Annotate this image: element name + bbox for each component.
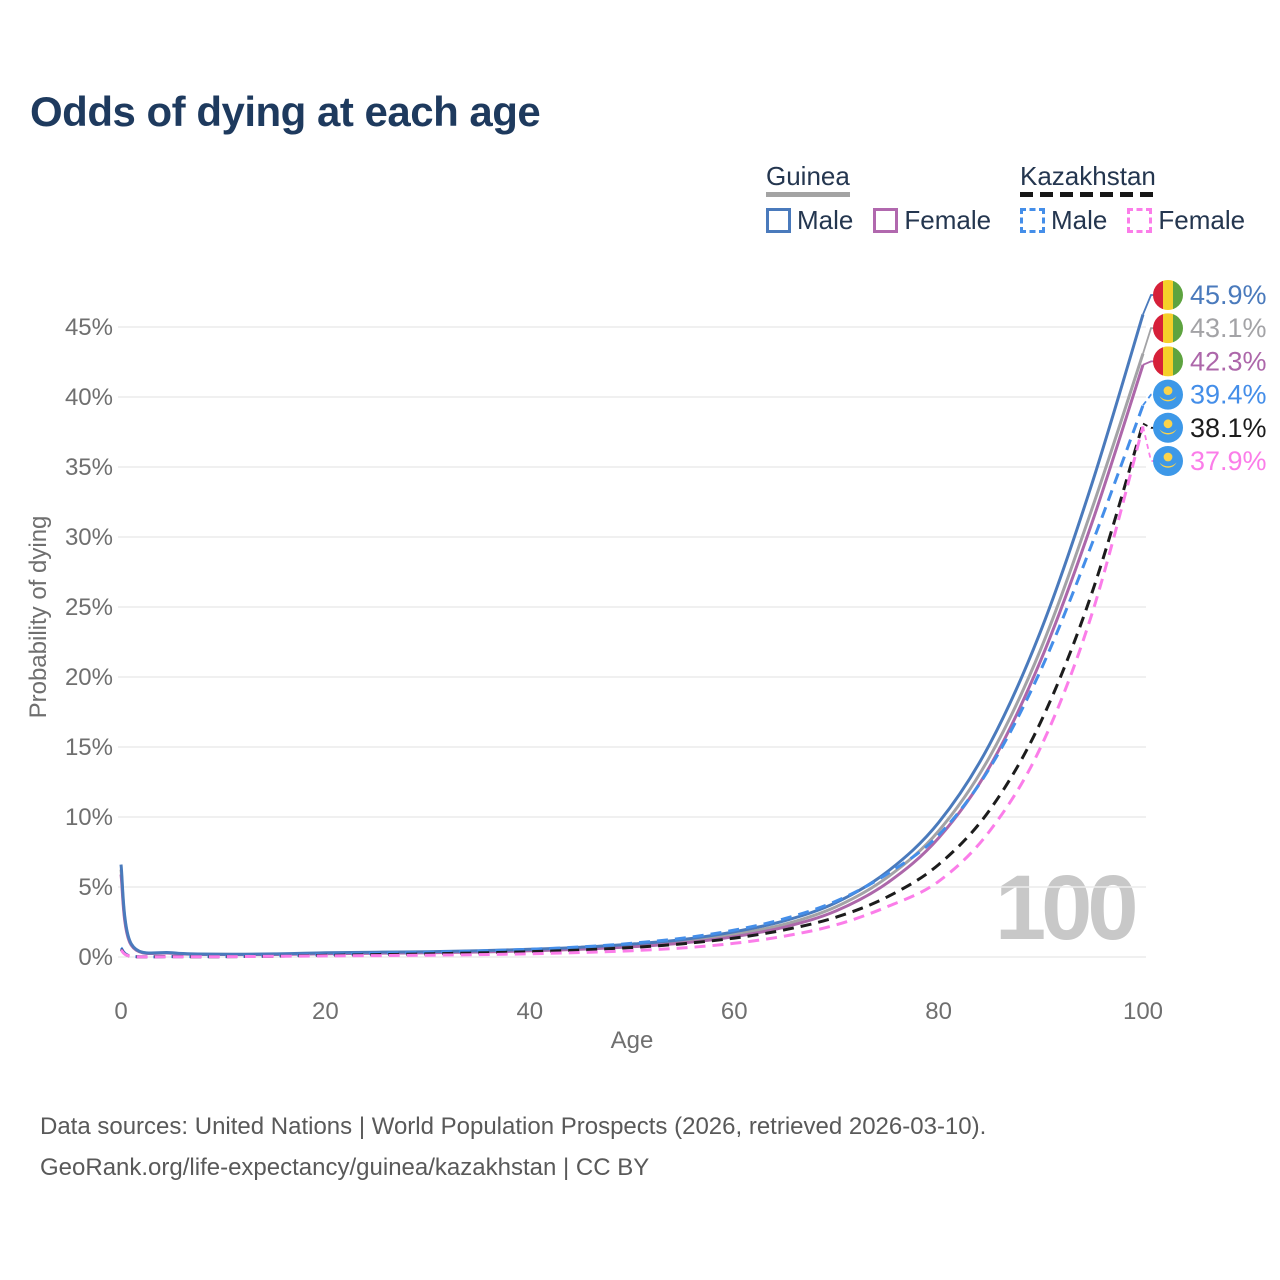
legend-item-kazakhstan-female[interactable]: Female bbox=[1127, 205, 1245, 236]
legend-item-guinea-male[interactable]: Male bbox=[766, 205, 853, 236]
legend-group-title: Guinea bbox=[766, 161, 850, 191]
series-line-guinea-both-sexes bbox=[119, 353, 1145, 956]
flag-guinea-icon bbox=[1153, 313, 1183, 344]
series-line-guinea-male bbox=[119, 313, 1145, 956]
endpoint-value-label: 45.9% bbox=[1190, 280, 1267, 310]
legend-swatch-icon bbox=[1020, 208, 1045, 233]
flag-guinea-icon bbox=[1153, 280, 1183, 310]
footer-attribution-link: GeoRank.org/life-expectancy/guinea/kazak… bbox=[40, 1154, 650, 1181]
x-tick-label: 60 bbox=[721, 998, 748, 1025]
footer-data-sources: Data sources: United Nations | World Pop… bbox=[40, 1113, 987, 1140]
flag-guinea-icon bbox=[1153, 346, 1183, 377]
footer: Data sources: United Nations | World Pop… bbox=[40, 1106, 986, 1188]
legend-group-guinea-head: Guinea bbox=[766, 162, 850, 197]
legend-swatch-icon bbox=[1127, 208, 1153, 233]
legend-item-guinea-female[interactable]: Female bbox=[873, 205, 991, 236]
x-tick-label: 40 bbox=[516, 998, 543, 1025]
y-tick-label: 30% bbox=[65, 524, 113, 551]
y-tick-label: 15% bbox=[65, 734, 113, 761]
endpoint-value-label: 38.1% bbox=[1190, 413, 1267, 443]
x-tick-label: 0 bbox=[114, 998, 127, 1025]
legend-item-label: Female bbox=[904, 205, 992, 235]
page-title: Odds of dying at each age bbox=[30, 88, 541, 135]
endpoint-value-label: 37.9% bbox=[1190, 446, 1267, 476]
series-line-kazakhstan-male bbox=[119, 404, 1145, 959]
y-tick-label: 45% bbox=[65, 314, 113, 341]
x-tick-label: 100 bbox=[1123, 998, 1163, 1025]
flag-kazakhstan-icon bbox=[1153, 379, 1183, 410]
legend-group-guinea: Guinea Male Female bbox=[766, 162, 991, 236]
y-tick-label: 25% bbox=[65, 594, 113, 621]
endpoint-value-label: 43.1% bbox=[1190, 313, 1267, 343]
y-tick-label: 10% bbox=[65, 804, 113, 831]
legend-item-label: Male bbox=[1051, 205, 1108, 235]
flag-kazakhstan-icon bbox=[1153, 412, 1183, 443]
legend-swatch-icon bbox=[873, 208, 899, 233]
y-tick-label: 0% bbox=[78, 944, 113, 971]
legend-items-guinea: Male Female bbox=[766, 205, 991, 236]
legend-item-label: Female bbox=[1158, 205, 1246, 235]
x-tick-label: 80 bbox=[925, 998, 952, 1025]
series-line-kazakhstan-both-sexes bbox=[119, 423, 1145, 959]
y-tick-label: 20% bbox=[65, 664, 113, 691]
y-tick-label: 40% bbox=[65, 384, 113, 411]
y-tick-label: 5% bbox=[78, 874, 113, 901]
legend-items-kazakhstan: Male Female bbox=[1020, 205, 1245, 236]
series-line-guinea-female bbox=[119, 364, 1145, 957]
flag-kazakhstan-icon bbox=[1153, 446, 1183, 476]
x-axis-title: Age bbox=[611, 1027, 654, 1054]
y-axis-title: Probability of dying bbox=[25, 516, 52, 719]
series-line-kazakhstan-female bbox=[120, 426, 1145, 959]
endpoint-value-label: 39.4% bbox=[1190, 380, 1267, 410]
legend: Guinea Male Female Kazakhstan bbox=[0, 162, 1280, 242]
y-tick-label: 35% bbox=[65, 454, 113, 481]
x-tick-label: 20 bbox=[312, 998, 339, 1025]
legend-underline-dashed bbox=[1020, 192, 1156, 197]
legend-group-title: Kazakhstan bbox=[1020, 161, 1156, 191]
endpoint-value-label: 42.3% bbox=[1190, 346, 1267, 376]
legend-item-label: Male bbox=[797, 205, 854, 235]
legend-item-kazakhstan-male[interactable]: Male bbox=[1020, 205, 1107, 236]
endpoint-connector bbox=[1142, 393, 1156, 406]
legend-group-kazakhstan-head: Kazakhstan bbox=[1020, 162, 1156, 197]
legend-swatch-icon bbox=[766, 208, 791, 233]
legend-group-kazakhstan: Kazakhstan Male Female bbox=[1020, 162, 1245, 236]
age-counter-watermark: 100 bbox=[995, 857, 1138, 959]
legend-underline-solid bbox=[766, 192, 850, 197]
